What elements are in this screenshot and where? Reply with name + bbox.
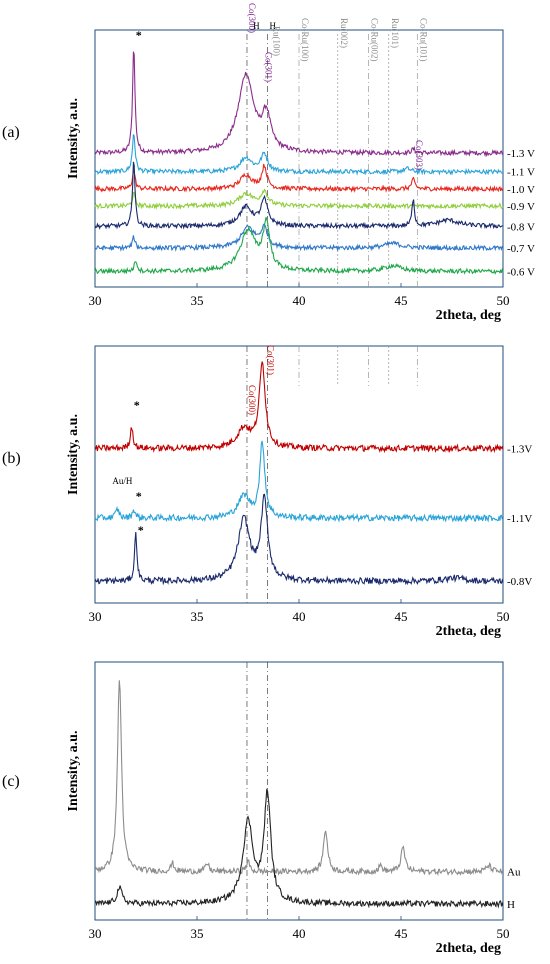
peak-label: Co-Ru(101) bbox=[418, 18, 428, 62]
series-line-09V bbox=[94, 188, 504, 211]
peak-label: Co(301) bbox=[265, 345, 275, 375]
series-label: -0.8 V bbox=[507, 221, 535, 233]
series-line-11V bbox=[94, 440, 504, 523]
peak-label: Co-Ru(002) bbox=[369, 18, 379, 62]
peak-annotation: H bbox=[269, 21, 276, 31]
series-label: -1.3V bbox=[507, 443, 532, 455]
series-line-07V bbox=[94, 223, 504, 252]
x-tick-label: 50 bbox=[497, 926, 510, 941]
series-label: -1.0 V bbox=[507, 184, 535, 196]
x-tick-label: 35 bbox=[191, 926, 204, 941]
series-line-Au bbox=[94, 680, 504, 877]
x-axis-label: 2theta, deg bbox=[436, 941, 501, 956]
y-axis-label: Intensity, a.u. bbox=[66, 731, 81, 812]
peak-label: Ru(101) bbox=[390, 18, 400, 48]
x-tick-label: 35 bbox=[191, 609, 204, 624]
series-line-H bbox=[94, 788, 504, 909]
x-tick-label: 40 bbox=[293, 293, 306, 308]
x-tick-label: 30 bbox=[89, 609, 102, 624]
panel-2: -1.3V -1.1V -0.8V * Co(300) Co(301) Au/H * * 30 35… bbox=[2, 345, 532, 639]
panel-label: (b) bbox=[2, 450, 21, 467]
peak-annotation: * bbox=[138, 523, 144, 537]
y-axis-label: Intensity, a.u. bbox=[66, 98, 81, 179]
x-tick-label: 30 bbox=[89, 926, 102, 941]
x-tick-label: 50 bbox=[497, 609, 510, 624]
x-tick-label: 45 bbox=[395, 926, 408, 941]
plot-frame bbox=[94, 345, 504, 604]
y-axis-label: Intensity, a.u. bbox=[66, 414, 81, 495]
x-tick-label: 40 bbox=[293, 609, 306, 624]
peak-label: Co(300) bbox=[247, 385, 257, 415]
series-label: -1.3 V bbox=[507, 148, 535, 160]
panel-label: (a) bbox=[2, 124, 20, 141]
series-label: -0.7 V bbox=[507, 243, 535, 255]
series-line-08V bbox=[94, 493, 504, 586]
peak-annotation: * bbox=[136, 489, 142, 503]
series-line-08V bbox=[94, 161, 504, 230]
x-axis-label: 2theta, deg bbox=[436, 308, 501, 323]
series-label: -0.9 V bbox=[507, 201, 535, 213]
series-label: -0.6 V bbox=[507, 266, 535, 278]
peak-label: Co(303) bbox=[414, 140, 424, 170]
x-tick-label: 40 bbox=[293, 926, 306, 941]
panel-1: -1.3 V -1.1 V -1.0 V -0.9 V -0.8 V -0.7 V -0.6… bbox=[2, 3, 535, 323]
peak-annotation: Au/H bbox=[112, 476, 132, 486]
series-label: -1.1 V bbox=[507, 167, 535, 179]
series-line-13V bbox=[94, 361, 504, 454]
series-line-06V bbox=[94, 216, 504, 275]
peak-label: Co(300) bbox=[247, 3, 257, 33]
peak-annotation: H bbox=[253, 21, 260, 31]
x-tick-label: 30 bbox=[89, 293, 102, 308]
peak-label: Co-Ru(100) bbox=[300, 18, 310, 62]
series-line-11V bbox=[94, 134, 504, 176]
peak-annotation: * bbox=[136, 28, 142, 42]
peak-annotation: * bbox=[134, 398, 140, 412]
series-label: -0.8V bbox=[507, 576, 532, 588]
x-tick-label: 50 bbox=[497, 293, 510, 308]
series-label: Au bbox=[507, 867, 521, 879]
series-label: -1.1V bbox=[507, 513, 532, 525]
panel-label: (c) bbox=[2, 773, 20, 790]
series-line-13V bbox=[94, 51, 504, 158]
peak-label: Co(301) bbox=[263, 52, 273, 82]
plot-frame bbox=[94, 661, 504, 921]
x-tick-label: 45 bbox=[395, 609, 408, 624]
peak-label: Ru(002) bbox=[339, 18, 349, 48]
series-label: H bbox=[507, 899, 515, 911]
x-axis-label: 2theta, deg bbox=[436, 624, 501, 639]
x-tick-label: 45 bbox=[395, 293, 408, 308]
x-tick-label: 35 bbox=[191, 293, 204, 308]
series-line-10V bbox=[94, 163, 504, 193]
peak-label: Ru(100) bbox=[271, 26, 281, 56]
